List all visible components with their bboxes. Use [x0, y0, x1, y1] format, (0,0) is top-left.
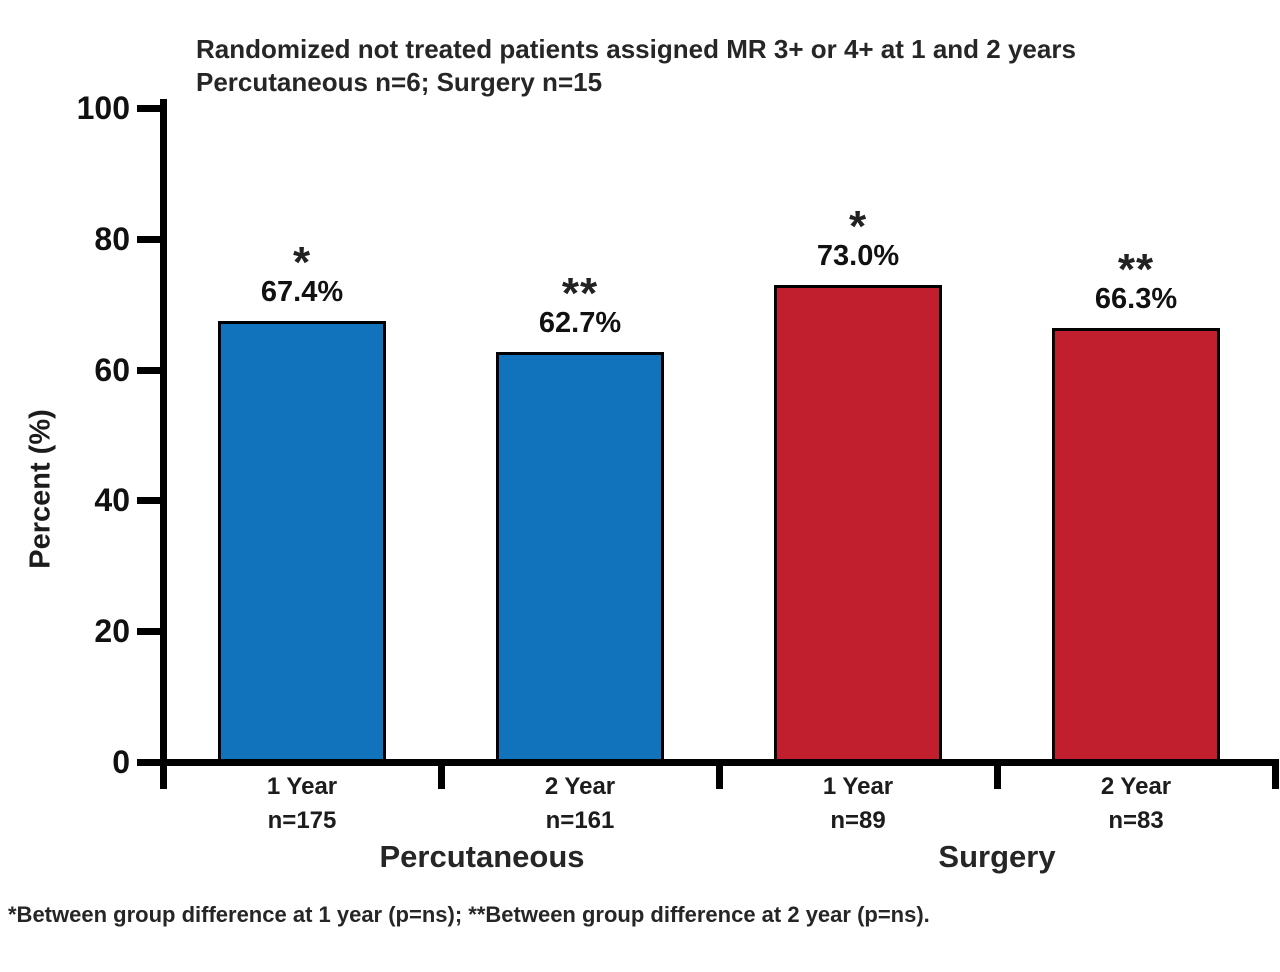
y-tick-label: 20	[94, 613, 130, 650]
x-tick	[160, 759, 167, 789]
x-axis-category: 2 Year n=83	[1101, 770, 1171, 838]
significance-marker: *	[292, 238, 312, 288]
footnote: *Between group difference at 1 year (p=n…	[8, 902, 930, 927]
y-tick-label: 100	[76, 90, 130, 126]
y-tick-label: 40	[94, 482, 130, 519]
group-label-surgery: Surgery	[938, 839, 1056, 874]
x-axis-category-year: 2 Year	[544, 773, 616, 800]
x-tick	[438, 759, 445, 789]
y-tick	[137, 497, 163, 505]
bar	[496, 351, 664, 762]
chart-title-line1: Randomized not treated patients assigned…	[196, 34, 1076, 64]
significance-marker: **	[561, 268, 599, 318]
y-tick	[137, 235, 163, 243]
y-tick	[137, 366, 163, 374]
bar-value-label: 73.0%	[816, 239, 900, 272]
x-tick	[716, 759, 723, 789]
y-axis-line	[160, 99, 167, 766]
x-tick	[1272, 759, 1279, 789]
bar	[774, 284, 942, 762]
group-label-percutaneous: Percutaneous	[379, 839, 585, 874]
chart-title-line2: Percutaneous n=6; Surgery n=15	[196, 67, 603, 97]
x-axis-category-n: n=161	[545, 807, 615, 834]
x-axis-category: 2 Year n=161	[545, 770, 615, 838]
y-tick	[137, 628, 163, 636]
x-axis-category-n: n=83	[1108, 807, 1164, 834]
y-tick-label: 0	[112, 744, 130, 780]
y-tick-label: 60	[94, 351, 130, 388]
x-axis-category-year: 1 Year	[822, 773, 894, 800]
x-axis-category-n: n=175	[267, 807, 337, 834]
significance-marker: **	[1117, 245, 1155, 295]
x-axis-category-year: 2 Year	[1100, 773, 1172, 800]
chart-title: Randomized not treated patients assigned…	[196, 33, 1076, 99]
bar-value-label: 67.4%	[260, 276, 344, 309]
x-tick	[994, 759, 1001, 789]
bar	[1052, 328, 1220, 762]
x-axis-category: 1 Year n=175	[267, 770, 337, 838]
y-tick	[137, 105, 163, 112]
x-axis-category: 1 Year n=89	[823, 770, 893, 838]
y-tick	[137, 759, 163, 766]
bar-value-label: 62.7%	[538, 306, 622, 339]
x-axis-category-year: 1 Year	[266, 773, 338, 800]
bar-value-label: 66.3%	[1094, 283, 1178, 316]
y-tick-label: 80	[94, 220, 130, 257]
x-axis-category-n: n=89	[830, 807, 886, 834]
bar	[218, 321, 386, 762]
significance-marker: *	[848, 201, 868, 251]
